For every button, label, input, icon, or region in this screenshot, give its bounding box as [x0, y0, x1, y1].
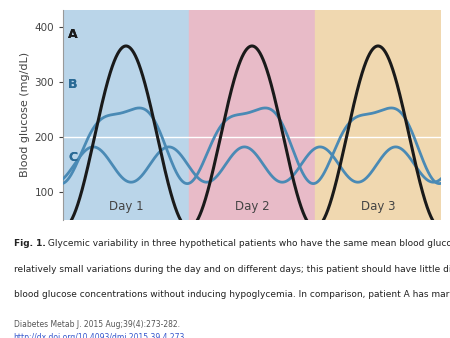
- Text: C: C: [68, 151, 77, 164]
- Y-axis label: Blood glucose (mg/dL): Blood glucose (mg/dL): [20, 52, 30, 177]
- Bar: [63, 10, 189, 220]
- Text: Day 2: Day 2: [235, 200, 269, 213]
- Text: Glycemic variability in three hypothetical patients who have the same mean blood: Glycemic variability in three hypothetic…: [45, 239, 450, 248]
- Text: Day 1: Day 1: [109, 200, 143, 213]
- Text: http://dx.doi.org/10.4093/dmj.2015.39.4.273: http://dx.doi.org/10.4093/dmj.2015.39.4.…: [14, 333, 185, 338]
- Text: Fig. 1.: Fig. 1.: [14, 239, 45, 248]
- Text: A: A: [68, 28, 78, 42]
- Text: relatively small variations during the day and on different days; this patient s: relatively small variations during the d…: [14, 265, 450, 274]
- Text: C: C: [68, 151, 77, 164]
- Text: B: B: [68, 78, 77, 91]
- Bar: [189, 10, 315, 220]
- Text: B: B: [68, 78, 77, 91]
- Text: Day 3: Day 3: [361, 200, 395, 213]
- Text: blood glucose concentrations without inducing hypoglycemia. In comparison, patie: blood glucose concentrations without ind…: [14, 290, 450, 299]
- Text: Diabetes Metab J. 2015 Aug;39(4):273-282.: Diabetes Metab J. 2015 Aug;39(4):273-282…: [14, 320, 180, 329]
- Bar: [315, 10, 441, 220]
- Text: A: A: [68, 28, 78, 42]
